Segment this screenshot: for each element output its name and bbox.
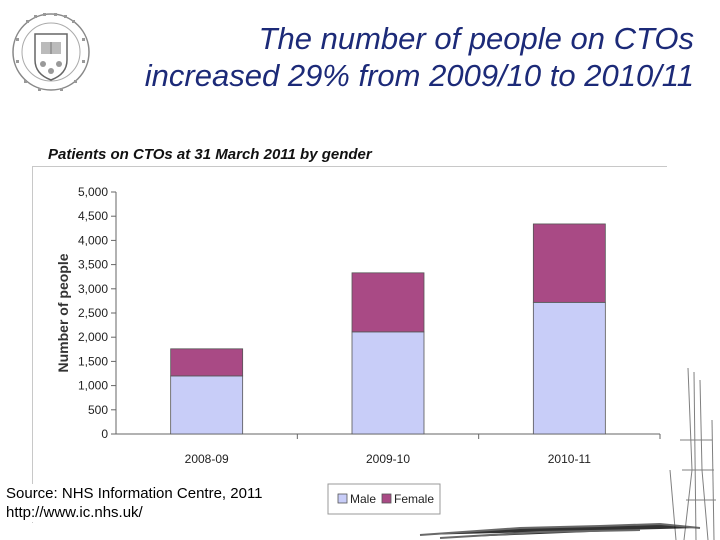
y-tick-label: 2,000 bbox=[78, 330, 108, 344]
bar-male-2008-09 bbox=[170, 375, 244, 435]
source-note: Source: NHS Information Centre, 2011 htt… bbox=[6, 484, 263, 522]
university-crest-icon bbox=[12, 13, 90, 91]
slide-title-line-2: increased 29% from 2009/10 to 2010/11 bbox=[144, 58, 694, 93]
slide-title: The number of people on CTOs increased 2… bbox=[94, 20, 694, 94]
y-tick-label: 1,500 bbox=[78, 354, 108, 368]
bar-male-2010-11 bbox=[532, 301, 606, 435]
legend-label-female: Female bbox=[394, 492, 434, 506]
source-line: Source: NHS Information Centre, 2011 bbox=[6, 485, 263, 502]
bar-female-2010-11 bbox=[532, 223, 606, 303]
x-tick-label: 2010-11 bbox=[548, 452, 591, 466]
slide-title-line-1: The number of people on CTOs bbox=[258, 21, 694, 56]
y-axis-label: Number of people bbox=[55, 253, 71, 372]
legend-swatch-male bbox=[337, 493, 348, 504]
y-tick-label: 4,500 bbox=[78, 209, 108, 223]
y-tick-label: 1,000 bbox=[78, 379, 108, 393]
y-tick-label: 0 bbox=[101, 427, 108, 441]
y-tick-label: 2,500 bbox=[78, 306, 108, 320]
chart-caption: Patients on CTOs at 31 March 2011 by gen… bbox=[48, 146, 372, 163]
x-tick-label: 2008-09 bbox=[185, 452, 229, 466]
y-tick-label: 3,000 bbox=[78, 282, 108, 296]
bar-female-2008-09 bbox=[170, 348, 244, 377]
source-url: http://www.ic.nhs.uk/ bbox=[6, 504, 143, 521]
bar-female-2009-10 bbox=[351, 272, 425, 333]
y-tick-label: 5,000 bbox=[78, 185, 108, 199]
chart-frame bbox=[32, 166, 667, 523]
y-tick-label: 4,000 bbox=[78, 233, 108, 247]
y-tick-label: 500 bbox=[88, 403, 108, 417]
legend-swatch-female bbox=[381, 493, 392, 504]
bar-male-2009-10 bbox=[351, 331, 425, 435]
legend-label-male: Male bbox=[350, 492, 376, 506]
x-tick-label: 2009-10 bbox=[366, 452, 410, 466]
y-tick-label: 3,500 bbox=[78, 258, 108, 272]
